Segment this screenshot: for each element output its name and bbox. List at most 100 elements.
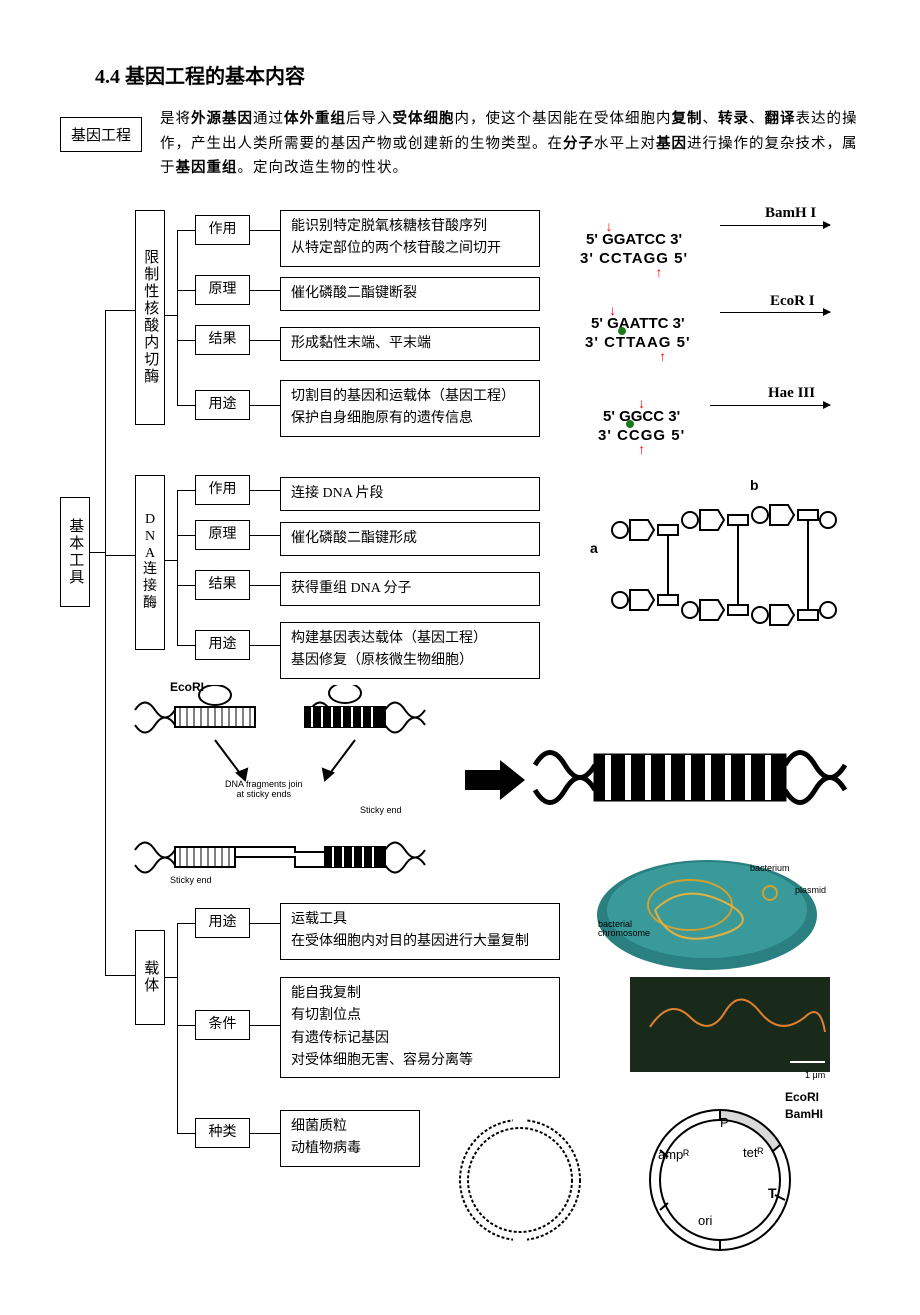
t3-r2-h2 (250, 1025, 280, 1026)
ecor1-bottom: 3' CTTAAG 5' (585, 333, 691, 353)
t1-r2-desc: 催化磷酸二酯键断裂 (280, 277, 540, 311)
hae3-seq: ↓ 5' GGCC 3' 3' CCGG 5' ↑ (598, 400, 685, 453)
t1-r3-desc: 形成黏性末端、平末端 (280, 327, 540, 361)
t3-r3-desc: 细菌质粒 动植物病毒 (280, 1110, 420, 1167)
t3-r2-desc: 能自我复制 有切割位点 有遗传标记基因 对受体细胞无害、容易分离等 (280, 977, 560, 1079)
hae3-top: 5' GGCC 3' (598, 407, 685, 427)
ecor1-arrow-down: ↓ (535, 307, 691, 314)
t3-r1-desc: 运载工具 在受体细胞内对目的基因进行大量复制 (280, 903, 560, 960)
intro-p8: 水平上对 (594, 136, 656, 152)
root-box: 基本工具 (60, 497, 90, 607)
hae3-green-dot (626, 420, 634, 428)
t1-r4-h (177, 405, 195, 406)
t1-r1-desc-text: 能识别特定脱氧核糖核苷酸序列 从特定部位的两个核苷酸之间切开 (291, 219, 501, 256)
t1-conn (165, 315, 177, 316)
t3-conn (165, 977, 177, 978)
intro-b4: 复制 (672, 111, 703, 127)
intro-row: 基因工程 是将外源基因通过体外重组后导入受体细胞内，使这个基因能在受体细胞内复制… (50, 107, 870, 181)
big-arrow-icon (465, 760, 525, 800)
bamh1-seq: ↓ 5' GGATCC 3' 3' CCTAGG 5' ↑ (580, 223, 688, 276)
petri-dish-illus (595, 855, 820, 975)
dna-a-label: a (590, 540, 598, 556)
intro-b6: 翻译 (765, 111, 796, 127)
t1-r1-label: 作用 (195, 215, 250, 245)
plasmid-bamhi-label: BamHI (785, 1107, 823, 1121)
hae3-arrow-down: ↓ (598, 400, 685, 407)
intro-b2: 体外重组 (284, 111, 346, 127)
bamh1-top: 5' GGATCC 3' (580, 230, 688, 250)
t2-r2-label: 原理 (195, 520, 250, 550)
t2-r1-label: 作用 (195, 475, 250, 505)
intro-box: 基因工程 (60, 117, 142, 152)
intro-text: 是将外源基因通过体外重组后导入受体细胞内，使这个基因能在受体细胞内复制、转录、翻… (160, 107, 870, 181)
t1-r2-h (177, 290, 195, 291)
intro-p10: 。定向改造生物的性状。 (238, 160, 409, 176)
intro-b7: 分子 (563, 136, 594, 152)
t3-r1-h (177, 923, 195, 924)
t1-r3-h (177, 340, 195, 341)
t3-r3-desc-text: 细菌质粒 动植物病毒 (291, 1119, 361, 1156)
t2-r2-h2 (250, 535, 280, 536)
t2-r2-desc: 催化磷酸二酯键形成 (280, 522, 540, 556)
conn-root-v (105, 310, 106, 975)
bamh1-bottom: 3' CCTAGG 5' (580, 249, 688, 269)
intro-p2: 通过 (253, 111, 284, 127)
bamh1-arrow-out (720, 225, 830, 226)
t3-r3-h (177, 1133, 195, 1134)
hae3-arrow-up: ↑ (598, 446, 685, 453)
intro-b9: 基因重组 (176, 160, 238, 176)
t2-r3-desc: 获得重组 DNA 分子 (280, 572, 540, 606)
t3-conn-v (177, 923, 178, 1133)
plasmid-t-label: T (768, 1185, 777, 1201)
intro-p1: 是将 (160, 111, 191, 127)
diagram-area: 基本工具 限制性核酸内切酶 作用 能识别特定脱氧核糖核苷酸序列 从特定部位的两个… (50, 195, 870, 1275)
t3-r1-label: 用途 (195, 908, 250, 938)
plasmid-tet-label: tetᴿ (743, 1145, 763, 1160)
t3-r1-h2 (250, 923, 280, 924)
t1-r1-h2 (250, 230, 280, 231)
plasmid-label: plasmid (795, 885, 826, 895)
dna-backbone-illus (590, 485, 850, 645)
intro-b5: 转录 (718, 111, 749, 127)
sticky-end-label-1: Sticky end (360, 805, 402, 815)
intro-b8: 基因 (656, 136, 687, 152)
plasmid-ecori-label: EcoRI (785, 1090, 819, 1104)
sticky-end-label-2: Sticky end (170, 875, 212, 885)
intro-p5: 、 (703, 111, 719, 127)
t1-r3-label: 结果 (195, 325, 250, 355)
conn-root-t3 (105, 975, 135, 976)
conn-root-t1 (105, 310, 135, 311)
ecor1-arrow-out (720, 312, 830, 313)
bamh1-label: BamH I (765, 205, 816, 222)
ecori-label: EcoRI (170, 680, 204, 694)
t3-r1-desc-text: 运载工具 在受体细胞内对目的基因进行大量复制 (291, 912, 529, 949)
dna-b-label: b (750, 477, 759, 493)
t2-r4-h2 (250, 645, 280, 646)
bamh1-arrow-down: ↓ (530, 223, 688, 230)
t1-r1-h (177, 230, 195, 231)
t3-r2-h (177, 1025, 195, 1026)
t2-r1-h2 (250, 490, 280, 491)
ecor1-arrow-up: ↑ (635, 353, 691, 360)
t1-r4-desc-text: 切割目的基因和运载体（基因工程） 保护自身细胞原有的遗传信息 (291, 389, 515, 426)
t1-r3-h2 (250, 340, 280, 341)
t2-r2-h (177, 535, 195, 536)
plasmid-p-label: P (720, 1115, 729, 1130)
t2-r3-label: 结果 (195, 570, 250, 600)
hae3-arrow-out (710, 405, 830, 406)
t1-r4-label: 用途 (195, 390, 250, 420)
tool3-box: 载体 (135, 930, 165, 1025)
t2-conn (165, 560, 177, 561)
t2-r4-desc: 构建基因表达载体（基因工程） 基因修复（原核微生物细胞） (280, 622, 540, 679)
t2-r1-desc: 连接 DNA 片段 (280, 477, 540, 511)
conn-root-t2 (105, 555, 135, 556)
chromosome-label: bacterial chromosome (598, 920, 650, 938)
t3-r3-label: 种类 (195, 1118, 250, 1148)
t1-r2-h2 (250, 290, 280, 291)
tool2-name: D N A 连 接 酶 (143, 512, 157, 613)
bacterium-label: bacterium (750, 863, 790, 873)
intro-p3: 后导入 (346, 111, 393, 127)
bamh1-arrow-up: ↑ (630, 269, 688, 276)
t2-r1-h (177, 490, 195, 491)
intro-p4: 内，使这个基因能在受体细胞内 (455, 111, 672, 127)
